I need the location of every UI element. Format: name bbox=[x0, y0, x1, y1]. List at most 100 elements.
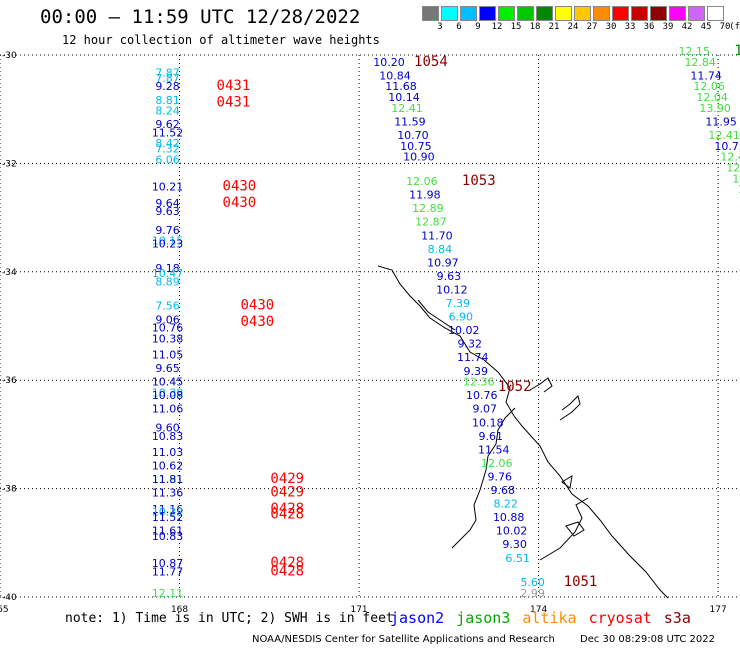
wave-height-point: 2.99 bbox=[520, 587, 545, 600]
colorbar-swatch bbox=[574, 6, 591, 21]
colorbar-swatch bbox=[669, 6, 686, 21]
y-tick-label: -40 bbox=[2, 593, 17, 603]
colorbar-label: 27 bbox=[586, 22, 598, 32]
colorbar-label: 45 bbox=[700, 22, 712, 32]
wave-height-point: 5.60 bbox=[520, 576, 545, 589]
y-tick-label: -30 bbox=[2, 51, 17, 61]
wave-height-point: 10.15 bbox=[152, 235, 184, 248]
wave-height-point: 9.63 bbox=[437, 270, 462, 283]
colorbar-swatch bbox=[707, 6, 724, 21]
pass-time-label: 0430 bbox=[223, 179, 257, 195]
colorbar-swatch bbox=[650, 6, 667, 21]
wave-height-point: 10.02 bbox=[496, 525, 528, 538]
wave-height-point: 11.77 bbox=[152, 565, 184, 578]
x-tick-label: 177 bbox=[710, 605, 727, 615]
wave-height-point: 10.83 bbox=[152, 530, 184, 543]
wave-height-point: 10.23 bbox=[152, 237, 184, 250]
pass-time-label: 0428 bbox=[270, 563, 304, 579]
colorbar-swatch bbox=[688, 6, 705, 21]
colorbar-label: 70 bbox=[719, 22, 731, 32]
x-tick-label: 165 bbox=[0, 605, 9, 615]
wave-height-point: 9.32 bbox=[458, 338, 483, 351]
wave-height-point: 10.45 bbox=[152, 376, 184, 389]
wave-height-point: 12.44 bbox=[720, 151, 740, 164]
wave-height-point: 11.74 bbox=[690, 69, 722, 82]
wave-height-point: 8.81 bbox=[155, 94, 180, 107]
wave-height-point: 8.89 bbox=[155, 275, 180, 288]
y-tick-label: -32 bbox=[2, 159, 17, 169]
wave-height-point: 11.16 bbox=[152, 503, 184, 516]
axis-tick-labels: 165 168 171 174 177 -30 -32 -34 -36 -38 -40 bbox=[0, 51, 727, 615]
colorbar-label: 9 bbox=[475, 22, 481, 32]
wave-height-point: 11.61 bbox=[152, 525, 184, 538]
wave-height-point: 9.28 bbox=[155, 80, 180, 93]
wave-height-point: 10.83 bbox=[152, 430, 184, 443]
colorbar-swatch bbox=[536, 6, 553, 21]
wave-height-point: 6.90 bbox=[449, 311, 474, 324]
wave-height-point: 10.76 bbox=[466, 389, 498, 402]
pass-time-label: 0431 bbox=[217, 78, 251, 94]
wave-height-point: 10.88 bbox=[493, 511, 525, 524]
colorbar-label: 18 bbox=[529, 22, 541, 32]
wave-height-point: 15.33 bbox=[738, 183, 740, 196]
x-tick-label: 168 bbox=[171, 605, 188, 615]
wave-height-point: 10.08 bbox=[152, 389, 184, 402]
colorbar-label: 15 bbox=[510, 22, 522, 32]
colorbar-swatch bbox=[517, 6, 534, 21]
wave-height-point: 13.90 bbox=[699, 102, 731, 115]
wave-height-point: 9.07 bbox=[473, 403, 498, 416]
colorbar-unit: (ft) bbox=[729, 22, 740, 32]
wave-height-point: 10.70 bbox=[397, 129, 429, 142]
wave-height-point: 8.24 bbox=[155, 105, 180, 118]
y-tick-label: -34 bbox=[2, 268, 17, 278]
wave-height-point: 12.41 bbox=[708, 129, 740, 142]
wave-height-point: 11.06 bbox=[152, 403, 184, 416]
colorbar-label: 6 bbox=[456, 22, 462, 32]
wave-height-point: 9.64 bbox=[155, 197, 180, 210]
colorbar-label: 12 bbox=[491, 22, 503, 32]
wave-height-point: 10.47 bbox=[152, 267, 184, 280]
wave-height-point: 10.76 bbox=[152, 321, 184, 334]
pass-time-label: 0430 bbox=[240, 314, 274, 330]
pass-time-label: 0428 bbox=[270, 506, 304, 522]
pass-time-label: 0430 bbox=[240, 298, 274, 314]
wave-height-point: 10.38 bbox=[152, 386, 184, 399]
wave-height-point: 9.61 bbox=[478, 430, 503, 443]
colorbar-label: 42 bbox=[681, 22, 693, 32]
wave-height-point: 12.06 bbox=[481, 457, 513, 470]
chart-subtitle: 12 hour collection of altimeter wave hei… bbox=[62, 33, 380, 47]
satellite-label-jason2: jason2 bbox=[390, 609, 445, 627]
wave-height-point: 10.84 bbox=[379, 69, 411, 82]
wave-height-point: 12.11 bbox=[152, 587, 184, 600]
wave-height-point: 9.68 bbox=[490, 484, 515, 497]
wave-height-point: 9.39 bbox=[464, 365, 489, 378]
colorbar-swatch bbox=[612, 6, 629, 21]
footer-note: note: 1) Time is in UTC; 2) SWH is in fe… bbox=[65, 611, 394, 626]
wave-height-point: 9.62 bbox=[155, 118, 180, 131]
wave-height-point: 7.87 bbox=[155, 72, 180, 85]
wave-height-point: 9.18 bbox=[155, 262, 180, 275]
wave-height-point: 11.54 bbox=[478, 443, 510, 456]
colorbar-swatch bbox=[555, 6, 572, 21]
wave-height-point: 12.51 bbox=[726, 162, 740, 175]
wave-height-point: 10.38 bbox=[152, 332, 184, 345]
satellite-label-altika: altika bbox=[522, 609, 577, 627]
colorbar-label: 30 bbox=[605, 22, 617, 32]
pass-time-label: 0431 bbox=[217, 94, 251, 110]
satellite-label-jason3: jason3 bbox=[456, 609, 511, 627]
wave-height-point: 12.06 bbox=[693, 80, 725, 93]
y-tick-label: -36 bbox=[2, 376, 17, 386]
wave-height-point: 10.62 bbox=[152, 460, 184, 473]
wave-height-point: 7.39 bbox=[446, 297, 471, 310]
wave-height-point: 9.60 bbox=[155, 422, 180, 435]
wave-height-point: 9.30 bbox=[502, 538, 527, 551]
pass-time-label: 0428 bbox=[270, 501, 304, 517]
wave-height-point: 9.76 bbox=[155, 224, 180, 237]
wave-height-point: 6.51 bbox=[505, 552, 530, 565]
wave-height-point: 12.41 bbox=[391, 102, 423, 115]
wave-height-point: 11.03 bbox=[152, 446, 184, 459]
wave-height-point: 11.36 bbox=[152, 487, 184, 500]
colorbar-swatch bbox=[460, 6, 477, 21]
wave-height-point: 12.15 bbox=[678, 45, 710, 58]
